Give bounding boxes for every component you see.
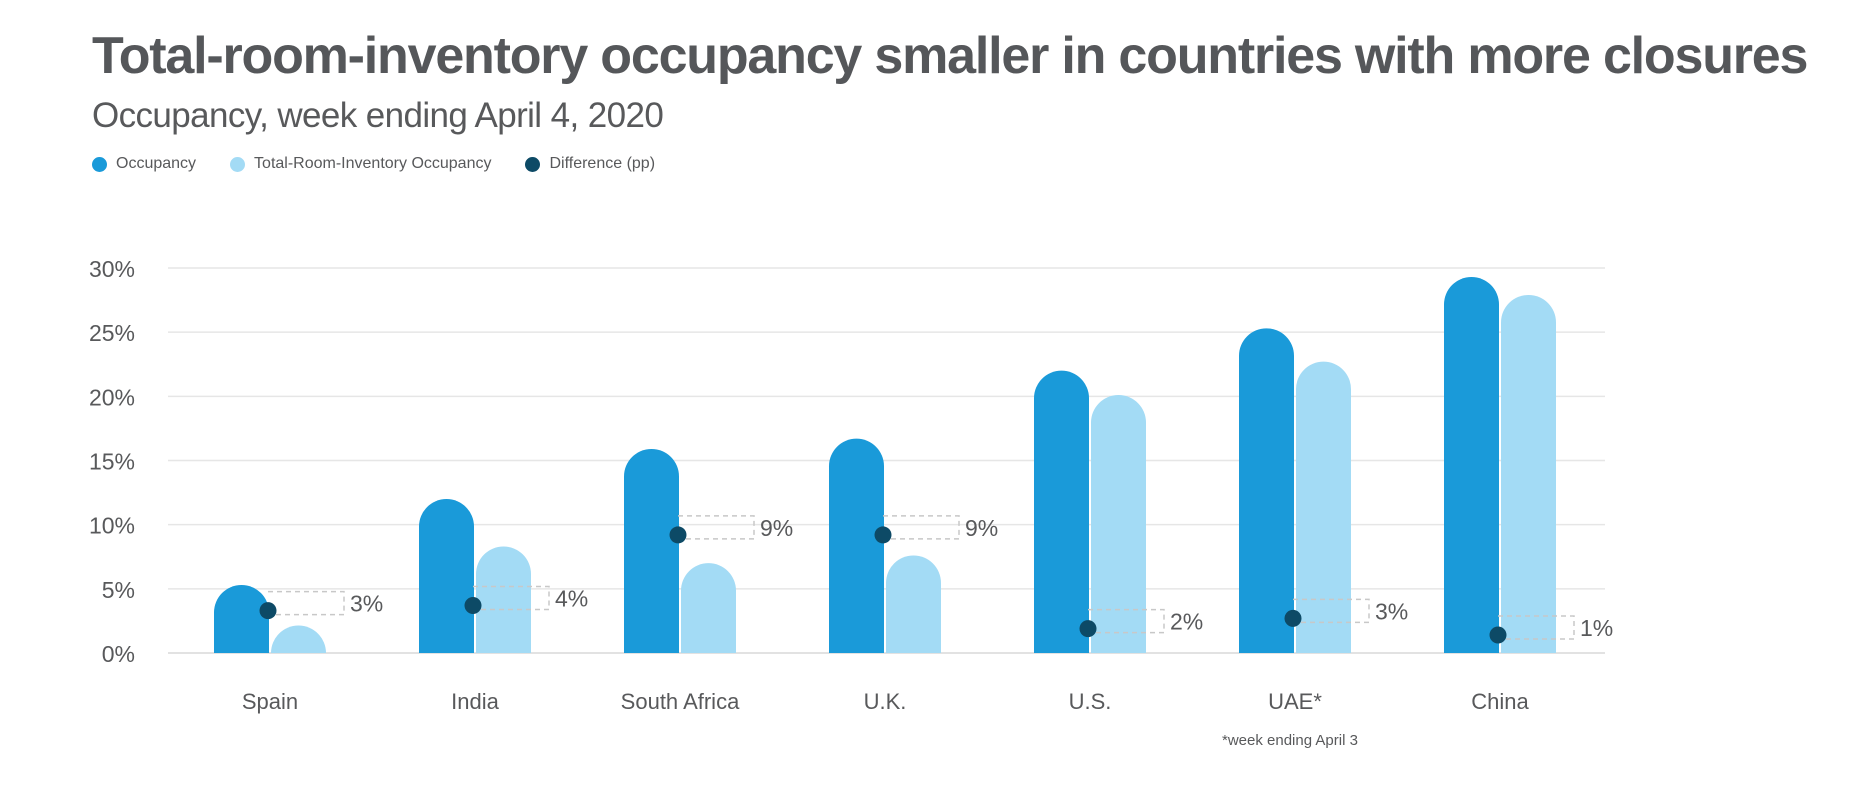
difference-label: 2% [1170,609,1203,635]
bar-occupancy [624,448,679,653]
difference-bracket [1293,598,1370,624]
x-tick-label: UAE* [1268,689,1322,714]
x-tick-label: Spain [242,689,298,714]
bar-total-room-inventory [476,546,531,653]
legend-swatch-total-room-inventory [230,156,246,172]
bar-total-room-inventory [1296,361,1351,653]
difference-bracket [268,590,345,616]
bar-occupancy [1444,276,1499,653]
y-tick-label: 30% [89,256,135,282]
legend-swatch-difference [525,156,541,172]
legend-label-difference: Difference (pp) [549,155,656,172]
difference-dot [1284,609,1302,627]
y-tick-label: 10% [89,513,135,539]
bar-occupancy [214,585,269,653]
difference-label: 3% [1375,598,1408,624]
x-tick-label: India [451,689,499,714]
legend-item-difference: Difference (pp) [525,155,655,173]
difference-label: 9% [760,515,793,541]
difference-label: 1% [1580,615,1613,641]
x-tick-label: U.K. [864,689,907,714]
difference-bracket [1498,615,1575,640]
difference-label: 4% [555,586,588,612]
chart-footnote: *week ending April 3 [1222,732,1358,749]
bar-total-room-inventory [1501,294,1556,653]
difference-dot [1489,626,1507,644]
difference-bracket [1088,608,1165,634]
bar-occupancy [1239,328,1294,653]
y-tick-label: 15% [89,449,135,475]
difference-dot [1079,620,1097,638]
legend-item-total-room-inventory: Total-Room-Inventory Occupancy [230,155,491,173]
bar-occupancy [1034,370,1089,653]
bar-total-room-inventory [1091,395,1146,653]
x-tick-label: China [1471,689,1529,714]
y-tick-label: 25% [89,320,135,346]
x-tick-label: South Africa [621,689,740,714]
x-tick-label: U.S. [1069,689,1112,714]
chart-legend: Occupancy Total-Room-Inventory Occupancy… [92,155,689,173]
chart-subtitle: Occupancy, week ending April 4, 2020 [92,96,664,135]
difference-label: 3% [350,591,383,617]
legend-swatch-occupancy [92,156,107,172]
bar-occupancy [829,438,884,653]
bar-total-room-inventory [681,563,736,653]
legend-label-occupancy: Occupancy [116,155,197,172]
difference-dot [669,526,687,544]
bar-occupancy [419,499,474,653]
y-tick-label: 5% [102,577,135,603]
y-tick-label: 0% [102,641,135,667]
difference-dot [259,602,277,620]
legend-item-occupancy: Occupancy [92,155,196,173]
difference-bracket [883,515,960,540]
bar-total-room-inventory [886,555,941,653]
chart-title: Total-room-inventory occupancy smaller i… [92,27,1808,85]
difference-bracket [678,515,755,540]
difference-bracket [473,585,550,611]
y-tick-label: 20% [89,384,135,410]
difference-dot [874,526,892,544]
difference-dot [464,597,482,615]
bar-total-room-inventory [271,625,326,653]
difference-label: 9% [965,515,998,541]
legend-label-total-room-inventory: Total-Room-Inventory Occupancy [254,155,492,172]
